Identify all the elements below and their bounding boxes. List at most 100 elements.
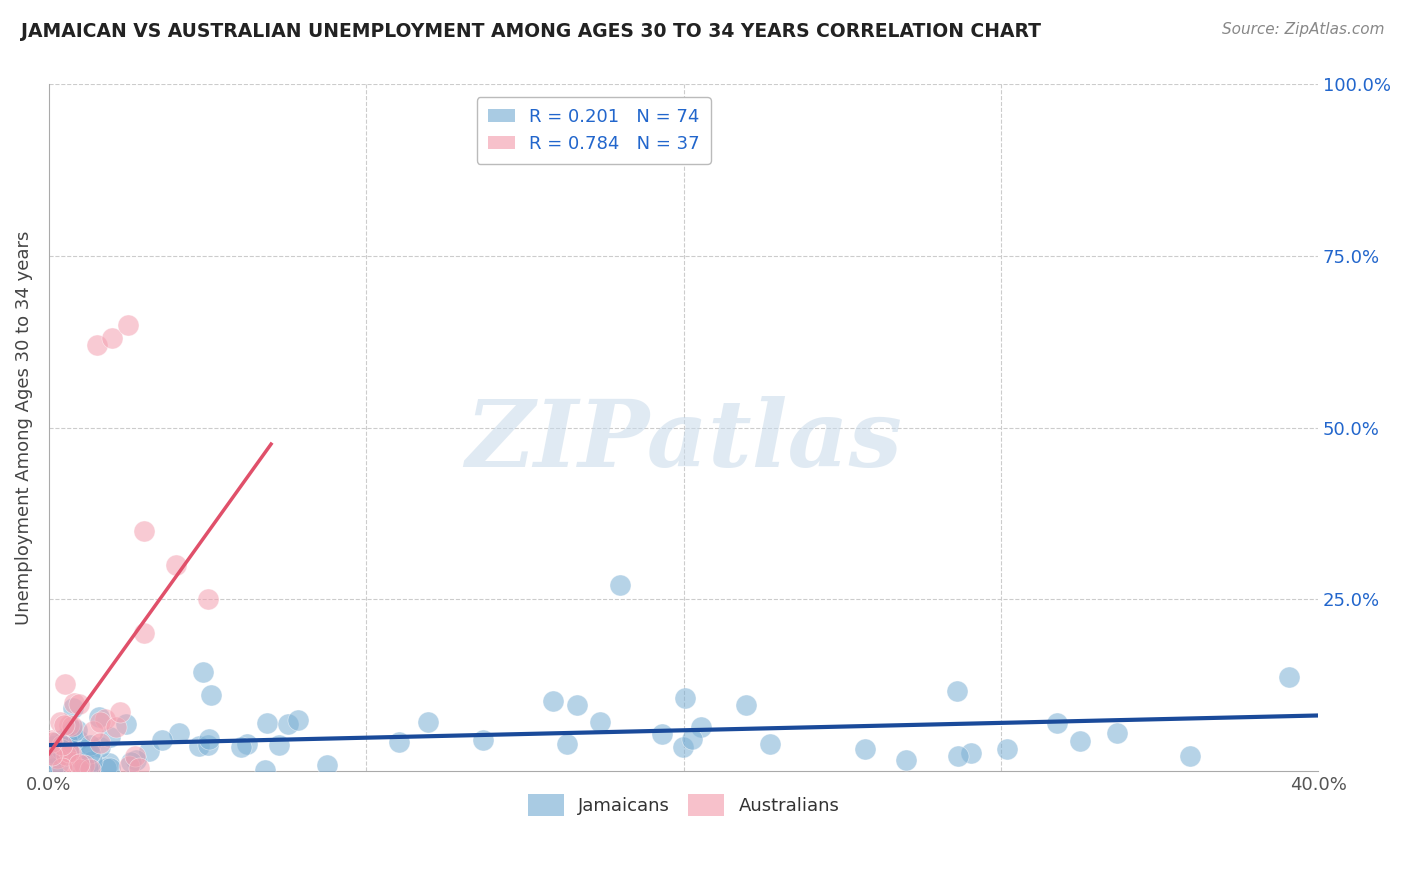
Point [388, 734, 411, 748]
Point [53, 717, 76, 731]
Point [97, 756, 120, 770]
Point [60, 723, 83, 737]
Point [41, 747, 63, 761]
Point [187, 739, 209, 754]
Point [108, 706, 131, 720]
Point [198, 732, 221, 747]
Point [101, 331, 124, 345]
Point [853, 742, 876, 756]
Point [60, 747, 83, 762]
Point [48, 757, 70, 772]
Point [1278, 670, 1301, 684]
Point [316, 757, 339, 772]
Point [673, 691, 696, 706]
Point [73, 759, 96, 773]
Point [73, 763, 96, 777]
Point [87, 710, 110, 724]
Point [589, 715, 612, 730]
Point [52, 749, 75, 764]
Point [75, 741, 97, 756]
Point [134, 626, 156, 640]
Point [104, 720, 127, 734]
Point [651, 727, 673, 741]
Point [125, 753, 148, 767]
Point [58, 745, 80, 759]
Point [609, 578, 631, 592]
Point [471, 733, 494, 747]
Point [79, 738, 101, 752]
Point [67, 697, 90, 711]
Point [66, 755, 89, 769]
Point [79, 747, 101, 761]
Point [269, 738, 291, 752]
Point [55, 747, 77, 762]
Legend: Jamaicans, Australians: Jamaicans, Australians [520, 787, 846, 823]
Point [541, 694, 564, 708]
Point [41, 733, 63, 747]
Point [1045, 716, 1067, 731]
Point [200, 688, 222, 702]
Point [73, 758, 96, 772]
Point [1178, 748, 1201, 763]
Point [128, 761, 150, 775]
Point [98, 761, 121, 775]
Point [1105, 726, 1128, 740]
Point [67, 762, 90, 776]
Point [56, 739, 79, 754]
Y-axis label: Unemployment Among Ages 30 to 34 years: Unemployment Among Ages 30 to 34 years [15, 230, 32, 624]
Point [672, 739, 695, 754]
Point [681, 732, 703, 747]
Point [165, 558, 187, 572]
Point [94, 712, 117, 726]
Point [46, 734, 69, 748]
Point [98, 731, 121, 745]
Point [79, 762, 101, 776]
Point [555, 737, 578, 751]
Point [86, 338, 108, 352]
Point [59, 755, 82, 769]
Point [120, 755, 142, 769]
Point [276, 717, 298, 731]
Point [53, 676, 76, 690]
Text: JAMAICAN VS AUSTRALIAN UNEMPLOYMENT AMONG AGES 30 TO 34 YEARS CORRELATION CHART: JAMAICAN VS AUSTRALIAN UNEMPLOYMENT AMON… [21, 22, 1040, 41]
Point [124, 748, 146, 763]
Point [256, 715, 278, 730]
Point [416, 715, 439, 730]
Point [69, 757, 91, 772]
Point [60, 719, 83, 733]
Point [995, 742, 1018, 756]
Point [959, 746, 981, 760]
Point [62, 701, 84, 715]
Point [89, 736, 111, 750]
Point [117, 318, 139, 332]
Point [58, 718, 80, 732]
Point [254, 763, 277, 777]
Point [1069, 734, 1091, 748]
Point [63, 749, 86, 764]
Point [41, 735, 63, 749]
Point [51, 761, 73, 775]
Point [287, 714, 309, 728]
Point [115, 716, 138, 731]
Point [759, 737, 782, 751]
Text: ZIPatlas: ZIPatlas [465, 396, 903, 486]
Point [94, 761, 117, 775]
Point [42, 761, 65, 775]
Point [946, 683, 969, 698]
Point [946, 749, 969, 764]
Point [49, 742, 72, 756]
Point [134, 524, 156, 538]
Point [169, 726, 191, 740]
Point [42, 739, 65, 753]
Point [53, 731, 76, 746]
Point [89, 740, 111, 755]
Point [63, 696, 86, 710]
Point [565, 698, 588, 712]
Point [735, 698, 758, 713]
Point [82, 754, 104, 768]
Point [138, 744, 160, 758]
Point [48, 715, 70, 730]
Point [82, 723, 104, 738]
Point [51, 738, 73, 752]
Point [150, 732, 173, 747]
